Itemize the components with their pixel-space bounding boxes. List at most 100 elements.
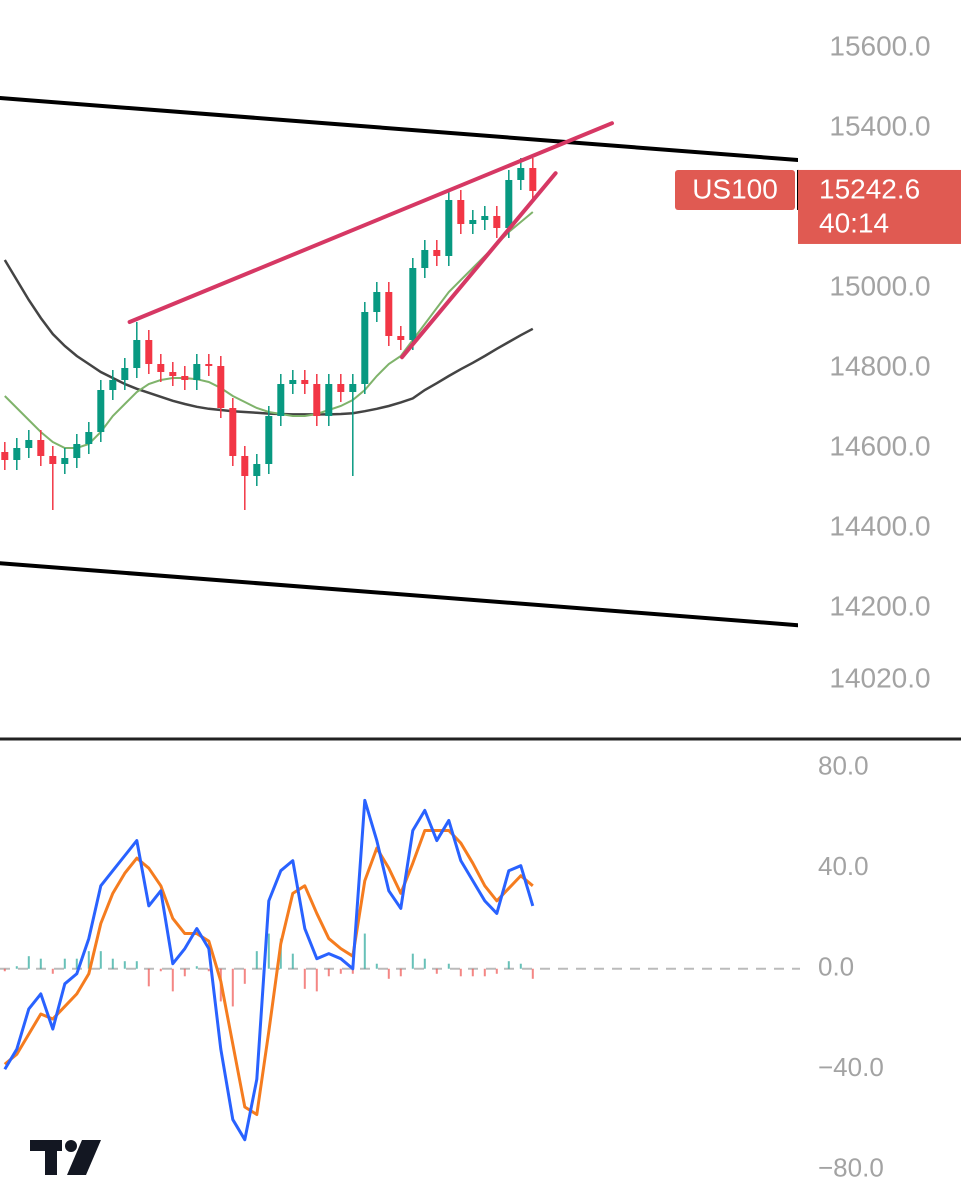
candle-body (349, 384, 357, 392)
histogram-bar (339, 968, 342, 974)
trendline (0, 561, 798, 628)
candle-body (145, 340, 153, 364)
y-tick-label: −40.0 (818, 1052, 884, 1082)
y-tick-label: 15400.0 (829, 110, 930, 141)
candle-body (193, 364, 201, 380)
candle-body (85, 432, 93, 444)
histogram-bar (303, 968, 306, 989)
histogram-bar (351, 968, 354, 974)
histogram-bar (87, 951, 90, 969)
candle-body (241, 456, 249, 476)
candle-body (1, 452, 9, 460)
y-tick-label: 15600.0 (829, 30, 930, 61)
candle-body (289, 380, 297, 384)
y-tick-label: 15000.0 (829, 270, 930, 301)
histogram-bar (111, 958, 114, 969)
histogram-bar (207, 968, 210, 972)
histogram-bar (147, 968, 150, 987)
histogram-bar (195, 966, 198, 969)
candle-body (205, 364, 213, 366)
candle-body (265, 416, 273, 464)
histogram-bar (423, 958, 426, 969)
y-tick-label: 14400.0 (829, 510, 930, 541)
y-tick-label: 14200.0 (829, 590, 930, 621)
candle-body (325, 384, 333, 416)
candle-body (13, 448, 21, 460)
last-price-label: 15242.6 (819, 173, 920, 204)
candle-body (217, 366, 225, 408)
trendline (0, 96, 798, 162)
candle-body (433, 250, 441, 256)
candle-body (481, 216, 489, 220)
candle-body (37, 440, 45, 456)
histogram-bar (399, 968, 402, 977)
histogram-bar (3, 968, 6, 972)
histogram-bar (123, 961, 126, 969)
histogram-bar (99, 951, 102, 969)
y-tick-label: 14600.0 (829, 430, 930, 461)
histogram-bar (75, 958, 78, 969)
histogram-bar (39, 958, 42, 969)
candle-body (445, 200, 453, 256)
candle-body (97, 390, 105, 432)
trendline (127, 121, 614, 324)
histogram-bar (63, 958, 66, 969)
candle-body (529, 168, 537, 191)
symbol-label: US100 (692, 173, 778, 204)
candle-body (49, 456, 57, 464)
histogram-bar (435, 968, 438, 974)
indicator-line (3, 828, 534, 1117)
candle-body (157, 364, 165, 372)
histogram-bar (531, 968, 534, 979)
histogram-bar (315, 968, 318, 992)
candle-body (169, 372, 177, 376)
trendline (400, 171, 558, 360)
histogram-bar (507, 961, 510, 969)
histogram-bar (411, 953, 414, 969)
candle-body (385, 292, 393, 336)
candle-body (457, 200, 465, 224)
histogram-bar (51, 968, 54, 974)
histogram-bar (387, 968, 390, 979)
candle-body (337, 384, 345, 392)
price-pane (0, 96, 798, 628)
candle-body (121, 368, 129, 380)
y-tick-label: 14020.0 (829, 662, 930, 693)
candle-body (493, 216, 501, 228)
histogram-bar (171, 968, 174, 992)
histogram-bar (327, 968, 330, 977)
candle-body (61, 458, 69, 464)
symbol-label-box (675, 169, 795, 210)
histogram-bar (291, 953, 294, 969)
histogram-bar (495, 968, 498, 974)
last-price-box (798, 169, 961, 244)
candle-body (133, 340, 141, 368)
y-tick-label: 14800.0 (829, 350, 930, 381)
countdown-label: 40:14 (819, 207, 889, 238)
y-tick-label: 0.0 (818, 952, 854, 982)
candle-body (277, 384, 285, 416)
candle-body (25, 440, 33, 448)
candle-body (517, 168, 525, 180)
histogram-bar (447, 963, 450, 969)
histogram-bar (459, 968, 462, 977)
candle-body (373, 292, 381, 312)
candle-body (229, 408, 237, 456)
histogram-bar (375, 963, 378, 969)
candle-body (469, 220, 477, 224)
candle-body (73, 444, 81, 458)
histogram-bar (243, 968, 246, 984)
candle-body (313, 384, 321, 416)
histogram-bar (471, 968, 474, 977)
candle-body (109, 380, 117, 390)
histogram-bar (135, 961, 138, 969)
histogram-bar (267, 933, 270, 969)
logo (30, 1140, 101, 1175)
histogram-bar (27, 956, 30, 969)
histogram-bar (183, 968, 186, 977)
candle-body (361, 312, 369, 384)
histogram-bar (255, 951, 258, 969)
moving-average (3, 259, 534, 416)
